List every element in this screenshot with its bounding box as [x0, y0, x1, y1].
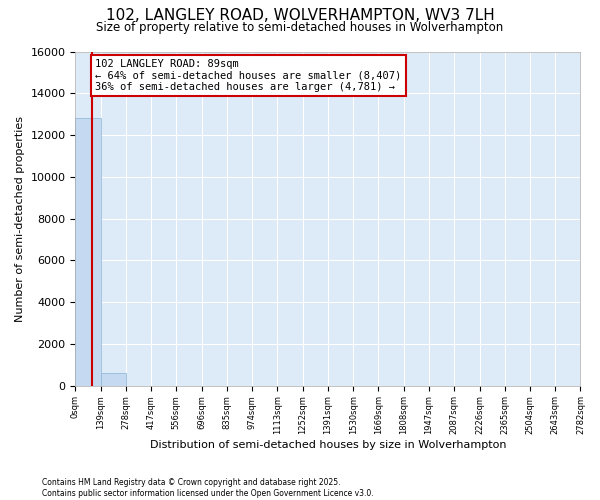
Text: 102, LANGLEY ROAD, WOLVERHAMPTON, WV3 7LH: 102, LANGLEY ROAD, WOLVERHAMPTON, WV3 7L…	[106, 8, 494, 22]
Bar	[101, 374, 126, 386]
Bar	[76, 118, 101, 386]
Text: 102 LANGLEY ROAD: 89sqm
← 64% of semi-detached houses are smaller (8,407)
36% of: 102 LANGLEY ROAD: 89sqm ← 64% of semi-de…	[95, 59, 401, 92]
X-axis label: Distribution of semi-detached houses by size in Wolverhampton: Distribution of semi-detached houses by …	[150, 440, 506, 450]
Text: Size of property relative to semi-detached houses in Wolverhampton: Size of property relative to semi-detach…	[97, 21, 503, 34]
Y-axis label: Number of semi-detached properties: Number of semi-detached properties	[15, 116, 25, 322]
Text: Contains HM Land Registry data © Crown copyright and database right 2025.
Contai: Contains HM Land Registry data © Crown c…	[42, 478, 374, 498]
